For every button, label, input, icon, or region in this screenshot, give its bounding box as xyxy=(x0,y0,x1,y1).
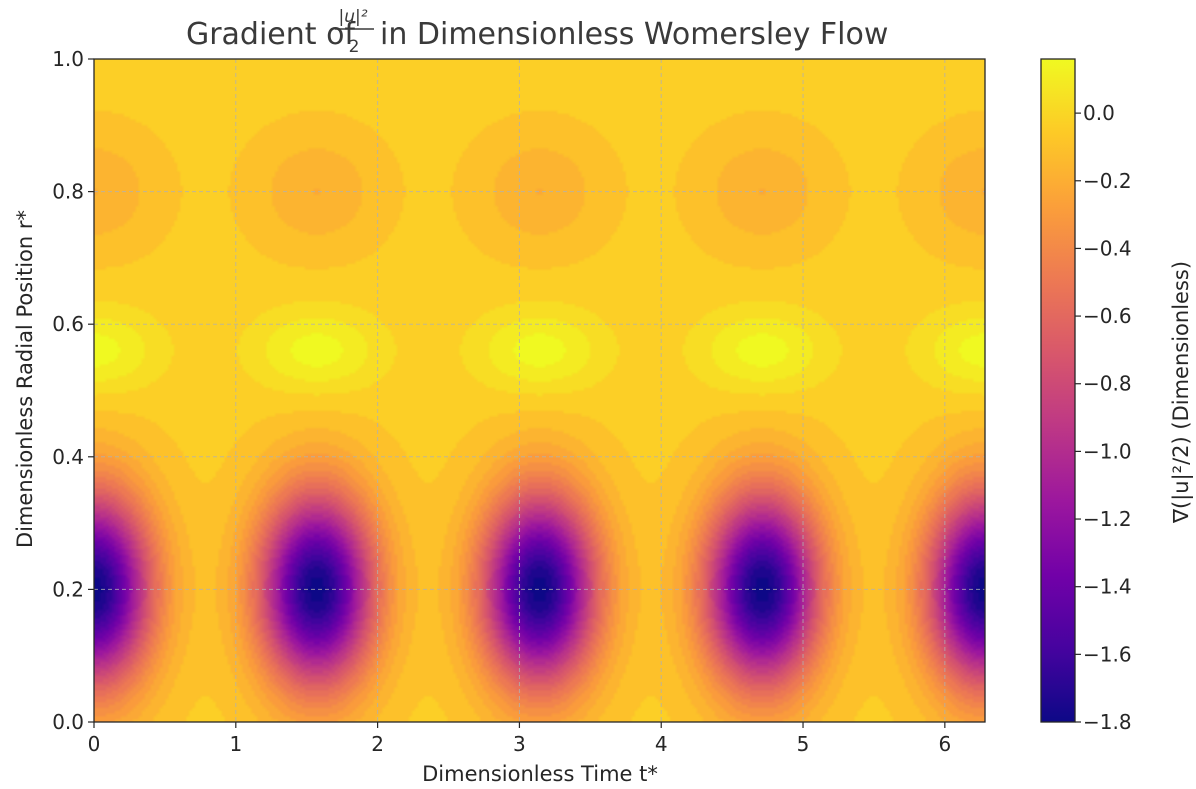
title-suffix: in Dimensionless Womersley Flow xyxy=(380,17,888,52)
x-tick-label: 4 xyxy=(655,732,668,756)
colorbar-tick-label: −1.0 xyxy=(1083,439,1132,463)
colorbar-tick-label: −0.8 xyxy=(1083,372,1132,396)
colorbar-label: ∇(|u|²/2) (Dimensionless) xyxy=(1169,261,1194,524)
title-prefix: Gradient of xyxy=(186,17,356,52)
colorbar-tick-label: 0.0 xyxy=(1083,101,1115,125)
x-axis: 0 1 2 3 4 5 6 xyxy=(88,722,951,756)
colorbar-tick-label: −1.6 xyxy=(1083,642,1132,666)
y-tick-label: 0.6 xyxy=(52,312,84,336)
x-tick-label: 5 xyxy=(797,732,810,756)
x-tick-label: 0 xyxy=(88,732,101,756)
x-tick-label: 2 xyxy=(371,732,384,756)
colorbar-tick-label: −1.4 xyxy=(1083,575,1132,599)
colorbar-gradient xyxy=(1040,58,1076,723)
x-axis-label: Dimensionless Time t* xyxy=(422,762,658,786)
colorbar-tick-label: −1.2 xyxy=(1083,507,1132,531)
x-tick-label: 6 xyxy=(938,732,951,756)
plot-area xyxy=(93,58,986,723)
x-tick-label: 3 xyxy=(513,732,526,756)
colorbar-tick-label: −0.2 xyxy=(1083,169,1132,193)
title-fraction-numerator: |u|² xyxy=(338,7,367,27)
colorbar-ticks: 0.0 −0.2 −0.4 −0.6 −0.8 −1.0 −1.2 −1.4 −1.6 −1.8 xyxy=(1075,101,1132,734)
colorbar: 0.0−0.2−0.4−0.6−0.8−1.0−1.2−1.4−1.6−1.8 … xyxy=(1040,58,1194,734)
y-tick-label: 0.8 xyxy=(52,180,84,204)
y-tick-label: 0.2 xyxy=(52,577,84,601)
y-axis: 0.0 0.2 0.4 0.6 0.8 1.0 xyxy=(52,47,94,734)
chart-title: Gradient of |u|² 2 in Dimensionless Wome… xyxy=(186,7,888,57)
heatmap-field xyxy=(94,59,985,722)
title-fraction-denominator: 2 xyxy=(349,37,360,57)
y-tick-label: 0.4 xyxy=(52,445,84,469)
colorbar-tick-label: −0.4 xyxy=(1083,236,1132,260)
x-tick-label: 1 xyxy=(229,732,242,756)
y-tick-label: 1.0 xyxy=(52,47,84,71)
colorbar-tick-label: −1.8 xyxy=(1083,710,1132,734)
y-tick-label: 0.0 xyxy=(52,710,84,734)
y-axis-label: Dimensionless Radial Position r* xyxy=(13,210,37,548)
colorbar-tick-label: −0.6 xyxy=(1083,304,1132,328)
plot-frame xyxy=(93,58,986,723)
